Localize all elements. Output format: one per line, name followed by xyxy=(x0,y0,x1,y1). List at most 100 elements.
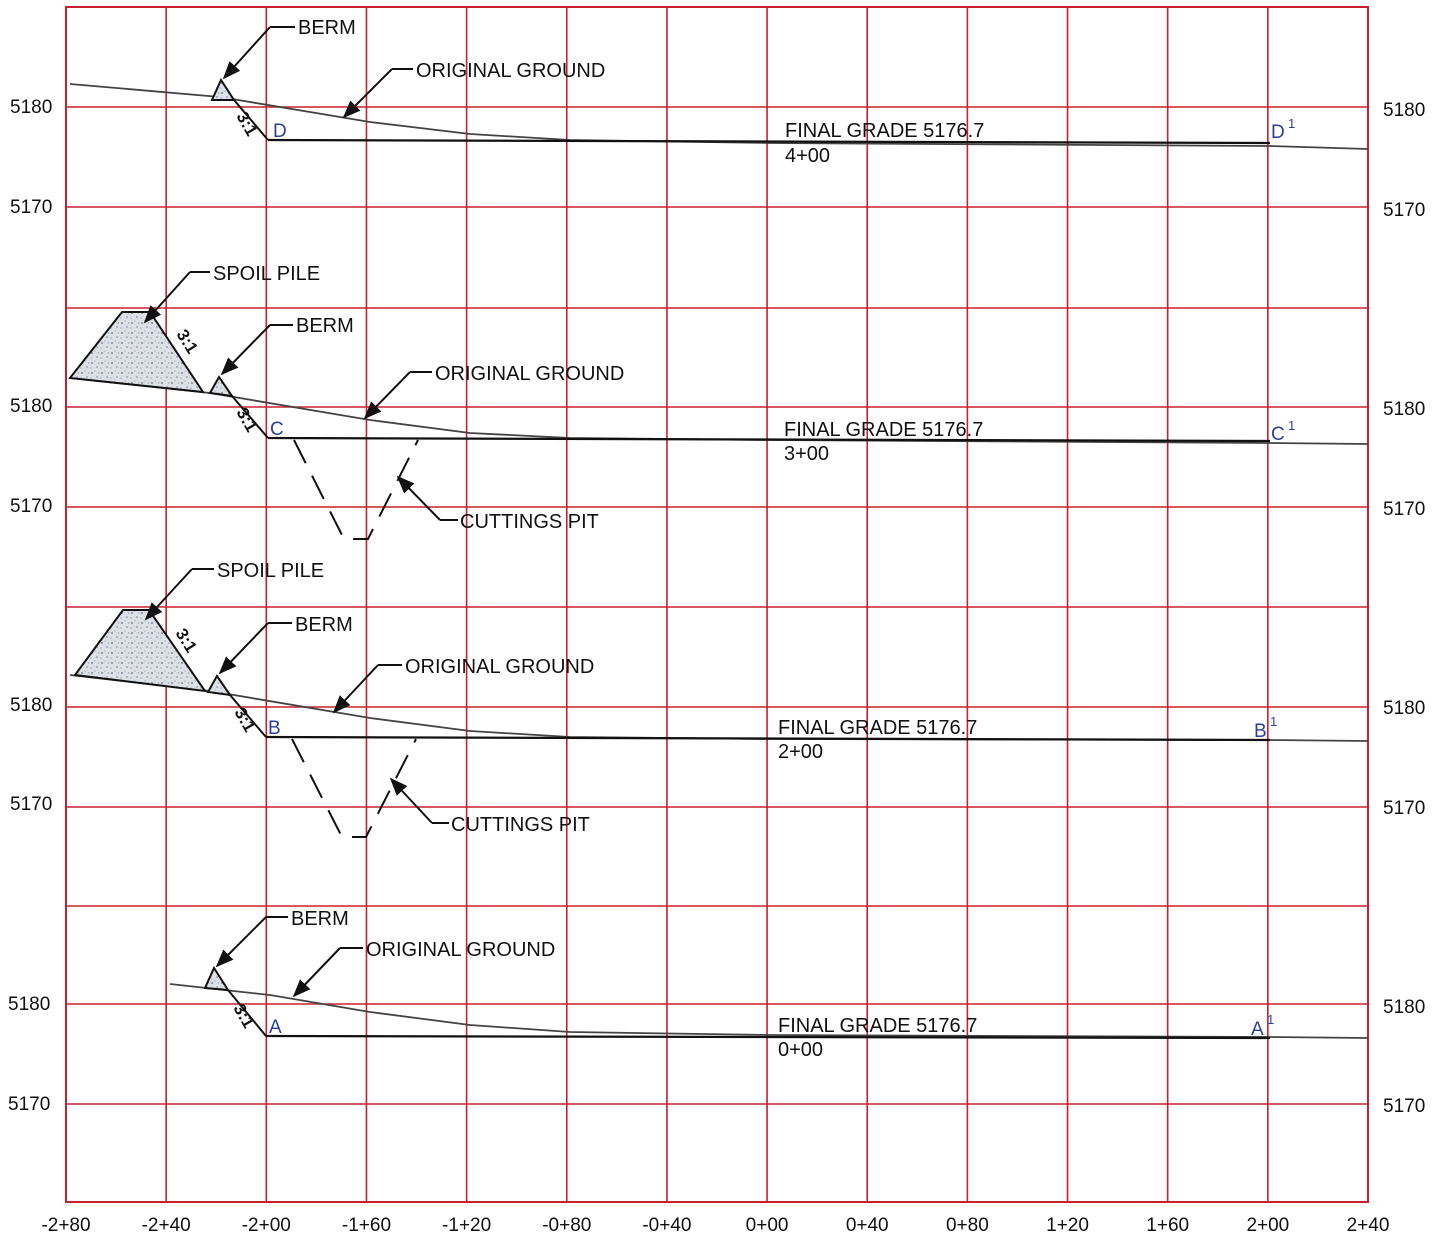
original-ground-line xyxy=(69,377,1369,445)
elev-left-upper: 5180 xyxy=(10,396,52,417)
station-label: 4+00 xyxy=(785,145,830,167)
point-right-label: B xyxy=(1254,721,1267,742)
original-ground-line xyxy=(69,83,1369,150)
station-label: 0+00 xyxy=(778,1039,823,1061)
berm-callout: BERM xyxy=(298,17,356,39)
elev-left-lower: 5170 xyxy=(8,1094,50,1115)
elev-right-lower: 5170 xyxy=(1383,798,1425,819)
elev-left-upper: 5180 xyxy=(8,994,50,1015)
point-right-label: A xyxy=(1251,1019,1264,1040)
point-left-label: A xyxy=(269,1017,282,1038)
original-ground-callout: ORIGINAL GROUND xyxy=(435,363,624,385)
spoil-pile-callout: SPOIL PILE xyxy=(213,263,320,285)
station-tick-label: 1+20 xyxy=(1046,1215,1089,1236)
ground-callout-arrow xyxy=(342,68,393,119)
elev-right-upper: 5180 xyxy=(1383,997,1425,1018)
section-d: BERM ORIGINAL GROUND 3:1 D D 1 FINAL GRA… xyxy=(10,17,1425,221)
station-label: 2+00 xyxy=(778,741,823,763)
original-ground-callout: ORIGINAL GROUND xyxy=(416,60,605,82)
station-tick-label: -2+00 xyxy=(242,1215,291,1236)
berm-callout: BERM xyxy=(296,315,354,337)
station-tick-label: 1+60 xyxy=(1146,1215,1189,1236)
station-tick-label: 0+80 xyxy=(946,1215,989,1236)
final-grade-label: FINAL GRADE 5176.7 xyxy=(784,419,983,441)
final-grade-line xyxy=(267,138,1271,145)
elev-right-upper: 5180 xyxy=(1383,100,1425,121)
elev-left-upper: 5180 xyxy=(10,97,52,118)
berm-callout-arrow xyxy=(220,324,271,376)
point-right-superscript: 1 xyxy=(1288,418,1295,433)
final-grade-label: FINAL GRADE 5176.7 xyxy=(778,1015,977,1037)
berm-slope-line xyxy=(227,989,267,1037)
elev-right-lower: 5170 xyxy=(1383,1096,1425,1117)
station-tick-label: -2+80 xyxy=(41,1215,90,1236)
point-right-label: D xyxy=(1271,122,1285,143)
elev-left-lower: 5170 xyxy=(10,496,52,517)
berm-slope-line xyxy=(229,694,267,738)
point-right-superscript: 1 xyxy=(1267,1012,1274,1027)
berm-slope-label: 3:1 xyxy=(233,109,262,140)
station-axis: -2+80 -2+40 -2+00 -1+60 -1+20 -0+80 -0+40 0+00 0… xyxy=(41,1215,1389,1236)
cuttings-pit-callout: CUTTINGS PIT xyxy=(451,814,590,836)
station-tick-label: 0+40 xyxy=(846,1215,889,1236)
berm-slope-label: 3:1 xyxy=(231,705,260,736)
final-grade-line xyxy=(265,735,1271,742)
berm-shape xyxy=(208,375,235,398)
station-tick-label: 2+00 xyxy=(1246,1215,1289,1236)
berm-slope-label: 3:1 xyxy=(233,405,262,436)
berm-callout: BERM xyxy=(291,908,349,930)
berm-slope-line xyxy=(231,395,269,439)
station-tick-label: -1+20 xyxy=(442,1215,491,1236)
spoil-callout-arrow xyxy=(144,568,193,621)
point-left-label: C xyxy=(270,419,284,440)
final-grade-label: FINAL GRADE 5176.7 xyxy=(785,120,984,142)
original-ground-callout: ORIGINAL GROUND xyxy=(405,656,594,678)
elev-right-lower: 5170 xyxy=(1383,499,1425,520)
elev-left-lower: 5170 xyxy=(10,794,52,815)
ground-callout-arrow xyxy=(363,371,411,420)
berm-slope-line xyxy=(233,99,269,141)
pit-callout-arrow xyxy=(389,777,433,824)
cuttings-pit-outline xyxy=(293,439,419,540)
point-right-label: C xyxy=(1271,424,1285,445)
spoil-callout-arrow xyxy=(143,271,191,324)
section-a: BERM ORIGINAL GROUND 3:1 A A 1 FINAL GRA… xyxy=(8,908,1425,1117)
section-b: SPOIL PILE BERM ORIGINAL GROUND CUTTINGS… xyxy=(10,560,1425,838)
ground-callout-arrow xyxy=(292,947,341,998)
berm-callout: BERM xyxy=(295,614,353,636)
point-right-superscript: 1 xyxy=(1288,116,1295,131)
grid xyxy=(65,6,1369,1203)
final-grade-label: FINAL GRADE 5176.7 xyxy=(778,717,977,739)
berm-slope-label: 3:1 xyxy=(230,1001,259,1032)
original-ground-line xyxy=(69,674,1369,742)
berm-shape xyxy=(206,674,233,697)
cuttings-pit-outline xyxy=(291,738,417,838)
spoil-pile-callout: SPOIL PILE xyxy=(217,560,324,582)
berm-shape xyxy=(203,965,230,992)
berm-callout-arrow xyxy=(218,622,269,675)
berm-callout-arrow xyxy=(222,26,271,80)
elev-right-lower: 5170 xyxy=(1383,200,1425,221)
station-tick-label: 0+00 xyxy=(746,1215,789,1236)
berm-callout-arrow xyxy=(215,916,267,968)
point-right-superscript: 1 xyxy=(1270,714,1277,729)
point-left-label: B xyxy=(268,718,281,739)
cuttings-pit-callout: CUTTINGS PIT xyxy=(460,511,599,533)
station-tick-label: -0+80 xyxy=(542,1215,591,1236)
station-tick-label: -2+40 xyxy=(142,1215,191,1236)
station-tick-label: -1+60 xyxy=(342,1215,391,1236)
station-tick-label: -0+40 xyxy=(642,1215,691,1236)
section-c: SPOIL PILE BERM ORIGINAL GROUND CUTTINGS… xyxy=(10,263,1425,540)
station-tick-label: 2+40 xyxy=(1347,1215,1390,1236)
berm-shape xyxy=(210,77,236,101)
station-label: 3+00 xyxy=(784,443,829,465)
final-grade-line xyxy=(267,436,1271,443)
grid-border xyxy=(65,6,1369,1203)
original-ground-line xyxy=(169,983,1369,1039)
pit-callout-arrow xyxy=(396,475,441,521)
elev-right-upper: 5180 xyxy=(1383,399,1425,420)
ground-callout-arrow xyxy=(332,664,379,714)
elev-right-upper: 5180 xyxy=(1383,698,1425,719)
elev-left-lower: 5170 xyxy=(10,197,52,218)
